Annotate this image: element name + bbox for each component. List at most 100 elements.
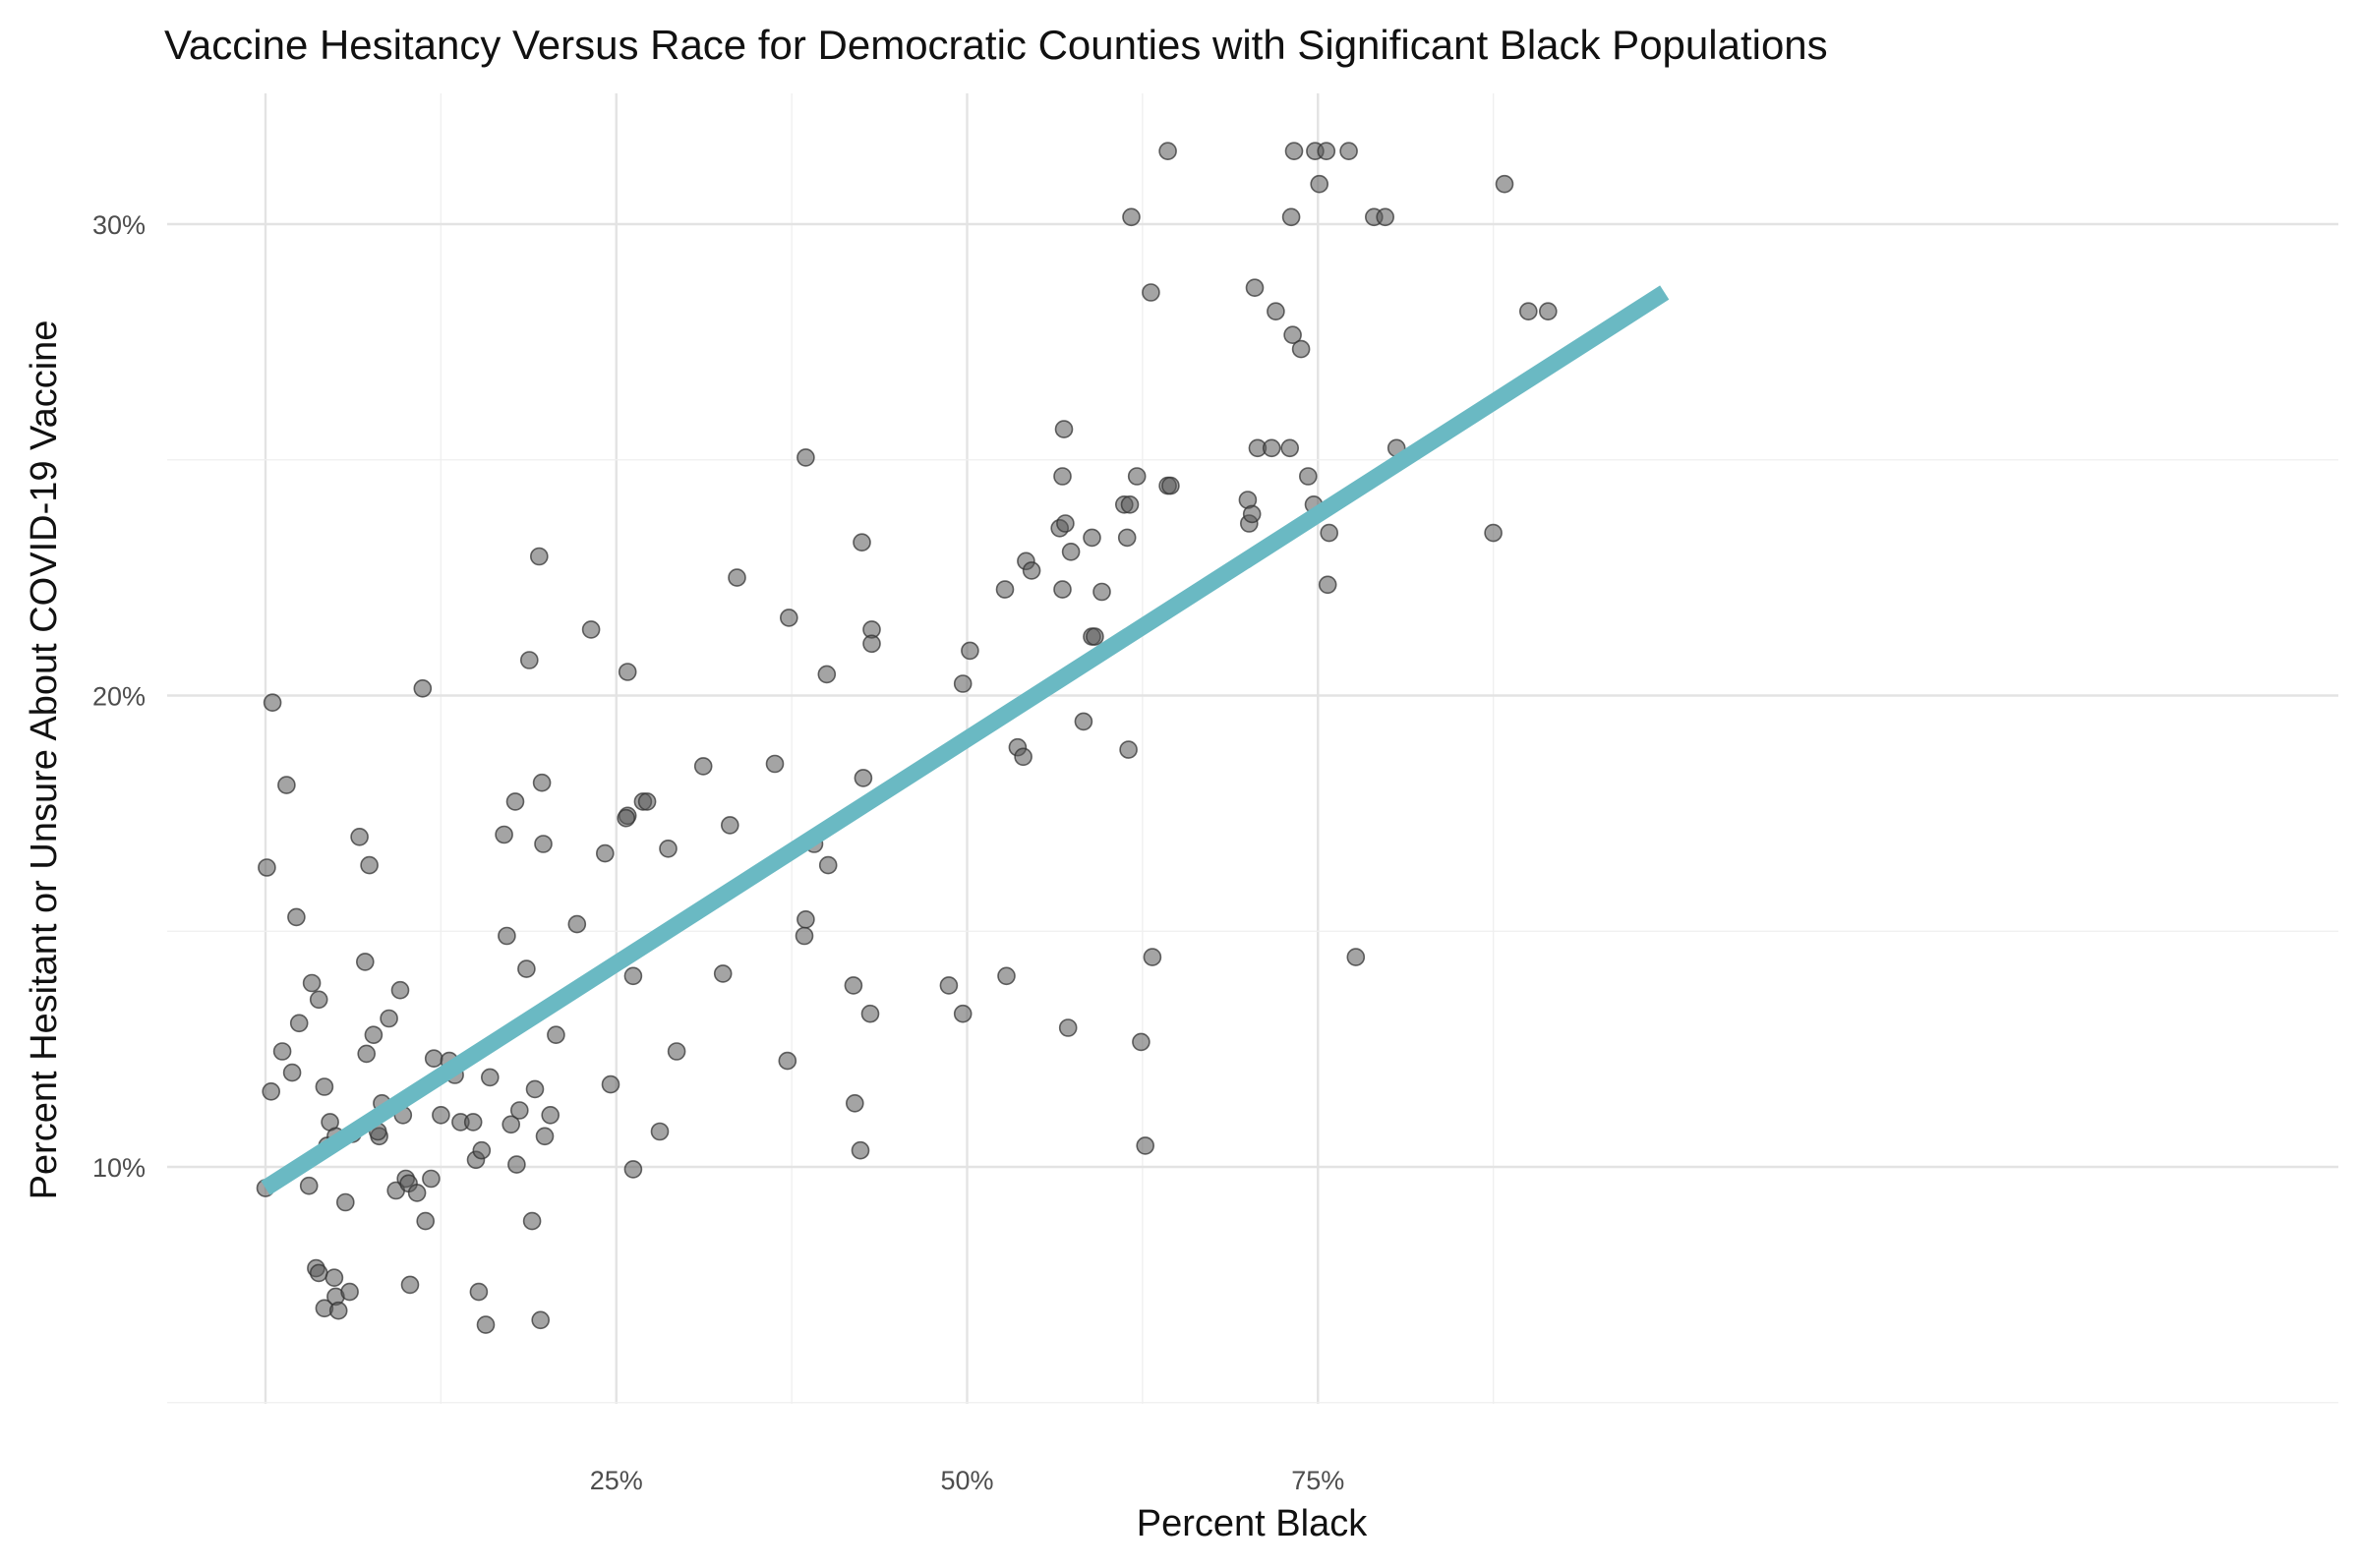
data-point xyxy=(357,1044,377,1064)
data-point xyxy=(1283,325,1302,345)
data-point xyxy=(263,693,282,713)
data-point xyxy=(1317,142,1336,160)
data-point xyxy=(623,1160,643,1179)
data-point xyxy=(854,769,873,787)
data-point xyxy=(287,907,306,927)
data-point xyxy=(309,990,328,1010)
data-point xyxy=(519,651,539,669)
data-point xyxy=(480,1068,500,1087)
data-point xyxy=(1058,1018,1078,1037)
data-point xyxy=(1092,582,1111,602)
chart-title: Vaccine Hesitancy Versus Race for Democr… xyxy=(164,22,1828,68)
data-point xyxy=(1086,627,1104,646)
data-point xyxy=(1014,747,1032,767)
data-point xyxy=(413,678,433,698)
trend-line xyxy=(261,285,1670,1195)
data-point xyxy=(1136,1136,1154,1155)
data-point xyxy=(1053,467,1072,486)
data-point xyxy=(522,1211,542,1231)
data-point xyxy=(340,1282,359,1302)
data-point xyxy=(796,448,815,467)
data-point xyxy=(1291,339,1311,359)
data-point xyxy=(860,1004,880,1023)
data-point xyxy=(1280,438,1299,458)
data-point xyxy=(324,1268,344,1287)
x-tick-label-0: 25% xyxy=(590,1466,643,1495)
data-point xyxy=(299,1176,319,1195)
data-point xyxy=(416,1211,436,1231)
data-point xyxy=(1318,575,1337,595)
trend-layer xyxy=(261,285,1670,1195)
x-tick-label-1: 50% xyxy=(940,1466,993,1495)
data-point xyxy=(505,792,525,811)
data-point xyxy=(364,1025,384,1044)
data-point xyxy=(495,825,513,844)
data-point xyxy=(502,1115,521,1134)
data-point xyxy=(1083,528,1101,548)
data-point xyxy=(601,1074,620,1094)
data-point xyxy=(472,1140,492,1160)
data-point xyxy=(1061,542,1081,561)
data-point xyxy=(862,634,881,654)
data-point xyxy=(517,959,536,978)
tick-layer: 25% 50% 75% 10% 20% 30% xyxy=(92,210,1344,1495)
data-point xyxy=(618,663,637,681)
data-point xyxy=(1161,476,1180,495)
data-point xyxy=(623,966,643,986)
data-point xyxy=(1056,514,1075,533)
y-tick-label-2: 30% xyxy=(92,210,146,240)
data-point xyxy=(262,1082,281,1101)
data-point xyxy=(424,1049,443,1068)
data-point xyxy=(953,674,973,693)
data-point xyxy=(258,858,276,877)
data-point xyxy=(1117,528,1137,548)
data-point xyxy=(1053,580,1072,599)
data-point xyxy=(961,641,979,661)
data-point xyxy=(355,953,375,971)
data-point xyxy=(1484,523,1503,543)
data-point xyxy=(995,580,1015,599)
data-point xyxy=(1142,283,1160,302)
data-point xyxy=(277,776,296,794)
data-point xyxy=(328,1301,348,1320)
data-point xyxy=(720,816,739,835)
data-point xyxy=(315,1077,334,1096)
data-point xyxy=(637,792,657,811)
data-point xyxy=(1120,494,1140,514)
data-point xyxy=(1074,712,1093,731)
data-point xyxy=(1376,207,1394,227)
data-point xyxy=(567,914,587,934)
data-point xyxy=(667,1042,686,1061)
data-point xyxy=(650,1122,670,1141)
grid-layer xyxy=(167,93,2338,1404)
data-point xyxy=(1262,438,1281,458)
data-point xyxy=(272,1042,292,1061)
data-point xyxy=(547,1025,565,1044)
data-point xyxy=(1284,142,1304,160)
data-point xyxy=(1495,174,1514,194)
data-point xyxy=(531,1310,551,1330)
data-point xyxy=(818,855,838,875)
data-point xyxy=(728,568,746,587)
x-axis-title: Percent Black xyxy=(1137,1503,1368,1544)
data-point xyxy=(509,1101,529,1120)
data-point xyxy=(1245,278,1265,298)
data-point xyxy=(795,926,814,946)
y-tick-label-0: 10% xyxy=(92,1153,146,1183)
data-point xyxy=(469,1282,489,1302)
data-point xyxy=(302,973,322,993)
data-point xyxy=(463,1113,483,1132)
data-point xyxy=(400,1275,420,1295)
data-point xyxy=(529,547,549,566)
data-point xyxy=(282,1063,302,1082)
data-point xyxy=(845,1094,864,1113)
data-point xyxy=(535,1127,555,1146)
x-tick-label-2: 75% xyxy=(1291,1466,1344,1495)
data-point xyxy=(1127,467,1147,486)
data-point xyxy=(595,843,615,863)
data-point xyxy=(953,1004,973,1023)
data-point xyxy=(1132,1032,1150,1052)
data-point xyxy=(534,835,553,853)
